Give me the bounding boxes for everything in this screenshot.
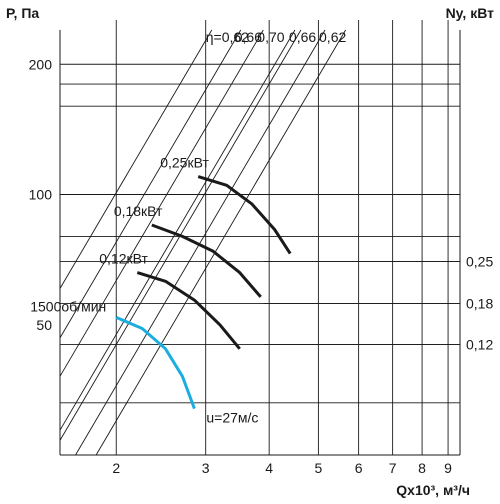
power-curve (136, 271, 241, 350)
grid-layer (59, 20, 461, 456)
right-tick-label: 0,18 (466, 295, 493, 311)
power-curve (197, 175, 292, 255)
efficiency-label: 0,66 (235, 29, 262, 45)
x-tick-label: 7 (389, 460, 397, 476)
x-tick-label: 4 (265, 460, 273, 476)
power-curve-label: 0,25кВт (160, 155, 209, 171)
x-tick-label: 8 (418, 460, 426, 476)
y-tick-label: 50 (36, 317, 52, 333)
right-tick-label: 0,25 (466, 254, 493, 270)
efficiency-line (95, 29, 347, 456)
efficiency-line (59, 29, 296, 431)
y-tick-label: 100 (29, 187, 53, 203)
right-tick-label: 0,12 (466, 337, 493, 353)
power-curve (151, 223, 262, 298)
x-axis-title: Qx10³, м³/ч (396, 482, 470, 498)
power-curve-label: 0,12кВт (99, 251, 148, 267)
efficiency-label: 0,62 (319, 29, 346, 45)
efficiency-line (59, 29, 213, 289)
labels-layer: 2 3 4 5 6 7 8 9200100500,250,180,12η=0,620,660,… (29, 29, 494, 476)
x-tick-label: 5 (314, 460, 322, 476)
power-curve-label: 0,18кВт (114, 203, 163, 219)
x-tick-label: 2 (112, 460, 120, 476)
speed-curve-label: 1500об/мин (30, 298, 106, 314)
efficiency-label: 0,70 (257, 29, 284, 45)
velocity-label: u=27м/с (206, 410, 258, 426)
curves-layer (115, 175, 292, 410)
efficiency-line (59, 29, 264, 377)
y2-axis-title: Ny, кВт (446, 5, 495, 21)
efficiency-label: η=0,62 (206, 29, 249, 45)
efficiency-lines-layer (59, 29, 347, 456)
x-tick-label: 3 (202, 460, 210, 476)
y-axis-title: P, Па (6, 5, 39, 21)
speed-curve (115, 316, 196, 410)
efficiency-line (59, 29, 242, 339)
y-tick-label: 200 (29, 56, 53, 72)
efficiency-label: 0,66 (289, 29, 316, 45)
efficiency-line (75, 29, 326, 456)
x-tick-label: 6 (355, 460, 363, 476)
x-tick-label: 9 (444, 460, 452, 476)
